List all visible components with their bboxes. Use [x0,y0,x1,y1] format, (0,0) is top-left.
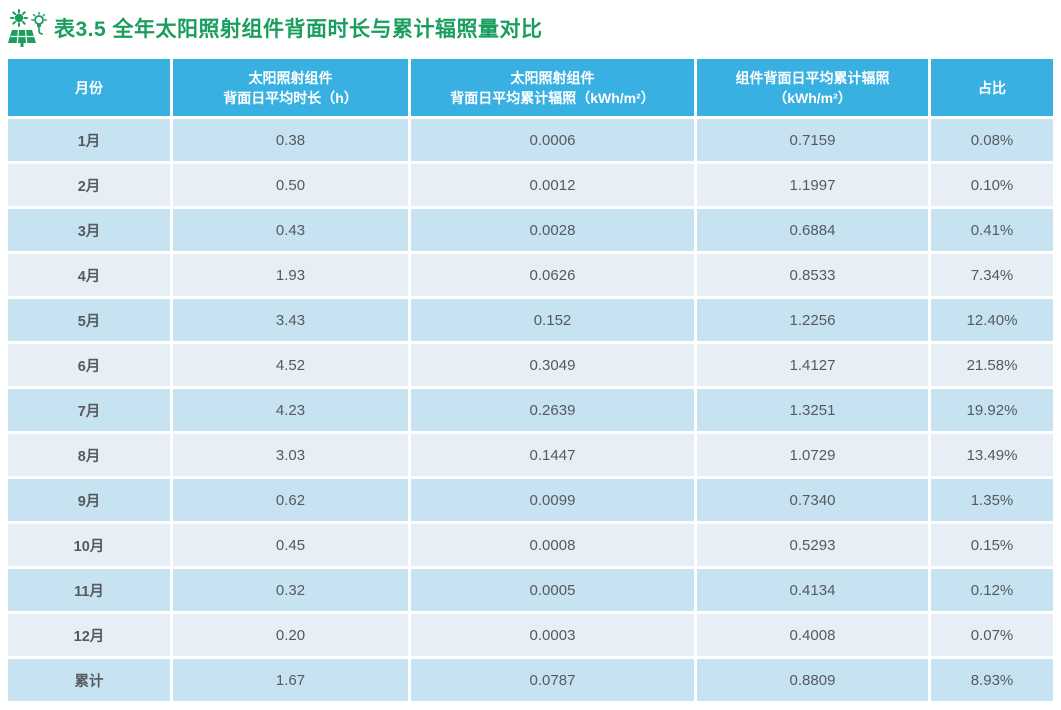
month-cell: 1月 [8,119,170,161]
value-cell: 4.23 [173,389,408,431]
header-rear-daily-irradiation: 太阳照射组件 背面日平均累计辐照（kWh/m²） [411,59,694,116]
table-row: 1月 0.38 0.0006 0.7159 0.08% [8,119,1053,161]
month-cell: 11月 [8,569,170,611]
header-percentage: 占比 [931,59,1053,116]
table-row: 6月 4.52 0.3049 1.4127 21.58% [8,344,1053,386]
value-cell: 1.93 [173,254,408,296]
value-cell: 0.20 [173,614,408,656]
table-title-bar: 表3.5 全年太阳照射组件背面时长与累计辐照量对比 [6,6,543,50]
value-cell: 4.52 [173,344,408,386]
value-cell: 0.15% [931,524,1053,566]
value-cell: 1.67 [173,659,408,701]
table-row: 4月 1.93 0.0626 0.8533 7.34% [8,254,1053,296]
header-line: 月份 [75,79,103,96]
month-cell: 累计 [8,659,170,701]
value-cell: 0.6884 [697,209,928,251]
table-row-total: 累计 1.67 0.0787 0.8809 8.93% [8,659,1053,701]
value-cell: 3.43 [173,299,408,341]
month-cell: 7月 [8,389,170,431]
value-cell: 1.0729 [697,434,928,476]
value-cell: 0.62 [173,479,408,521]
month-cell: 4月 [8,254,170,296]
value-cell: 0.5293 [697,524,928,566]
value-cell: 0.12% [931,569,1053,611]
month-cell: 5月 [8,299,170,341]
value-cell: 0.38 [173,119,408,161]
table-row: 12月 0.20 0.0003 0.4008 0.07% [8,614,1053,656]
table-row: 10月 0.45 0.0008 0.5293 0.15% [8,524,1053,566]
value-cell: 0.41% [931,209,1053,251]
value-cell: 0.152 [411,299,694,341]
value-cell: 1.4127 [697,344,928,386]
table-row: 9月 0.62 0.0099 0.7340 1.35% [8,479,1053,521]
value-cell: 1.1997 [697,164,928,206]
table-row: 2月 0.50 0.0012 1.1997 0.10% [8,164,1053,206]
value-cell: 0.43 [173,209,408,251]
value-cell: 0.1447 [411,434,694,476]
value-cell: 0.4134 [697,569,928,611]
month-cell: 12月 [8,614,170,656]
month-cell: 3月 [8,209,170,251]
month-cell: 10月 [8,524,170,566]
value-cell: 0.0006 [411,119,694,161]
table-header-row: 月份 太阳照射组件 背面日平均时长（h） 太阳照射组件 背面日平均累计辐照（kW… [8,59,1053,116]
table-row: 11月 0.32 0.0005 0.4134 0.12% [8,569,1053,611]
header-line: 太阳照射组件 [510,69,595,86]
table-row: 7月 4.23 0.2639 1.3251 19.92% [8,389,1053,431]
value-cell: 0.0028 [411,209,694,251]
value-cell: 0.2639 [411,389,694,431]
value-cell: 7.34% [931,254,1053,296]
value-cell: 0.10% [931,164,1053,206]
table-row: 5月 3.43 0.152 1.2256 12.40% [8,299,1053,341]
value-cell: 1.2256 [697,299,928,341]
value-cell: 0.07% [931,614,1053,656]
value-cell: 0.4008 [697,614,928,656]
value-cell: 0.0012 [411,164,694,206]
month-cell: 9月 [8,479,170,521]
header-line: 太阳照射组件 [248,69,333,86]
value-cell: 0.8533 [697,254,928,296]
value-cell: 0.0003 [411,614,694,656]
header-daily-hours: 太阳照射组件 背面日平均时长（h） [173,59,408,116]
header-line: （kWh/m²） [773,89,852,106]
value-cell: 0.7340 [697,479,928,521]
month-cell: 6月 [8,344,170,386]
value-cell: 0.45 [173,524,408,566]
value-cell: 21.58% [931,344,1053,386]
month-cell: 2月 [8,164,170,206]
header-avg-cumulative-irradiation: 组件背面日平均累计辐照 （kWh/m²） [697,59,928,116]
value-cell: 19.92% [931,389,1053,431]
month-cell: 8月 [8,434,170,476]
value-cell: 1.35% [931,479,1053,521]
data-table: 月份 太阳照射组件 背面日平均时长（h） 太阳照射组件 背面日平均累计辐照（kW… [8,59,1053,701]
value-cell: 0.7159 [697,119,928,161]
value-cell: 0.0099 [411,479,694,521]
value-cell: 8.93% [931,659,1053,701]
table-title: 表3.5 全年太阳照射组件背面时长与累计辐照量对比 [54,18,543,41]
header-line: 背面日平均累计辐照（kWh/m²） [450,89,655,106]
value-cell: 0.0008 [411,524,694,566]
value-cell: 0.0626 [411,254,694,296]
value-cell: 0.0005 [411,569,694,611]
value-cell: 0.32 [173,569,408,611]
solar-panel-sun-bulb-icon [8,9,47,47]
value-cell: 0.50 [173,164,408,206]
value-cell: 0.0787 [411,659,694,701]
header-line: 占比 [978,79,1006,96]
header-line: 背面日平均时长（h） [223,89,358,106]
table-row: 3月 0.43 0.0028 0.6884 0.41% [8,209,1053,251]
value-cell: 12.40% [931,299,1053,341]
value-cell: 0.8809 [697,659,928,701]
value-cell: 1.3251 [697,389,928,431]
header-month: 月份 [8,59,170,116]
value-cell: 0.08% [931,119,1053,161]
header-line: 组件背面日平均累计辐照 [735,69,890,86]
table-row: 8月 3.03 0.1447 1.0729 13.49% [8,434,1053,476]
value-cell: 0.3049 [411,344,694,386]
value-cell: 13.49% [931,434,1053,476]
value-cell: 3.03 [173,434,408,476]
